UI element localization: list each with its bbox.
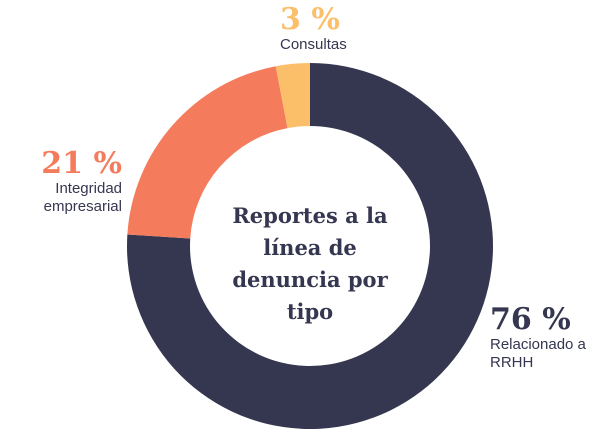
chart-title: Reportes a la línea de denuncia por tipo: [232, 203, 388, 324]
value-label: 76 %: [490, 302, 571, 337]
slice-label: 21 % Integridad empresarial: [0, 148, 122, 216]
donut-slice: [127, 66, 288, 239]
slice-label: 3 % Consultas: [280, 4, 400, 54]
value-label: 3 %: [280, 2, 340, 37]
donut-slice: [275, 63, 310, 129]
donut-slice: [127, 63, 494, 430]
slice-label: 76 % Relacionado a RRHH: [490, 304, 600, 372]
category-label: Integridad empresarial: [43, 180, 122, 215]
value-label: 21 %: [41, 146, 122, 181]
category-label: Consultas: [280, 36, 347, 53]
category-label: Relacionado a RRHH: [490, 336, 586, 371]
